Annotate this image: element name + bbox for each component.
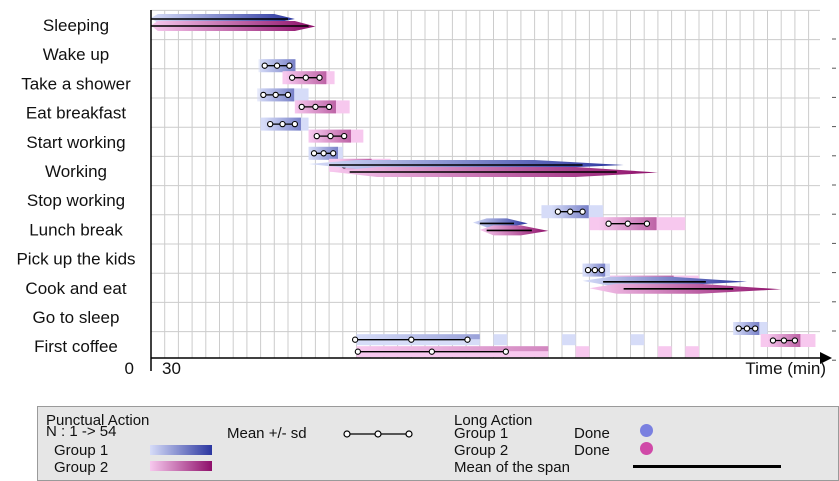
first-coffee-g1-sd-point	[464, 336, 471, 343]
eat-breakfast-g1-sd-point	[267, 120, 274, 128]
eat-breakfast-g1-sd-point	[291, 120, 298, 128]
first-coffee-g2-sd-point	[354, 348, 362, 355]
legend-done-dot-1	[640, 424, 653, 437]
stop-working-g2-sd-point	[605, 220, 612, 227]
first-coffee-g2-block	[657, 346, 672, 358]
legend-long-group1: Group 1	[454, 425, 509, 442]
wake-up-g2-sd-point	[316, 74, 323, 81]
first-coffee-g1-sd-point	[351, 336, 359, 343]
label-lunch-break: Lunch break	[29, 220, 123, 239]
eat-breakfast-g1-mean-point	[279, 120, 286, 128]
go-to-sleep-g2-mean-point	[780, 337, 788, 344]
eat-breakfast-g2-mean-point	[327, 132, 334, 140]
legend-long-group2: Group 2	[454, 442, 509, 459]
label-eat-breakfast: Eat breakfast	[26, 104, 126, 123]
legend-done-1: Done	[574, 425, 610, 442]
stop-working-g1-sd-point	[579, 208, 586, 215]
x-tick-label: 30	[162, 359, 181, 378]
legend-group2-swatch	[150, 461, 212, 471]
start-working-g1-mean-point	[320, 150, 327, 157]
take-a-shower-g2-mean-point	[312, 103, 319, 111]
legend-punctual-title: Punctual Action	[46, 412, 150, 429]
axes: 0 30 Time (min)	[125, 10, 832, 378]
pick-up-the-kids-g1-sd-point	[598, 266, 605, 274]
wake-up-g1-mean-point	[273, 62, 281, 69]
first-coffee-g1-block	[493, 334, 508, 346]
label-cook-and-eat: Cook and eat	[25, 279, 126, 298]
label-start-working: Start working	[26, 133, 125, 152]
legend-punctual-group2: Group 2	[54, 459, 109, 476]
legend-done-dot-2	[640, 442, 653, 455]
chart-marks	[151, 14, 816, 358]
label-first-coffee: First coffee	[34, 337, 118, 356]
stop-working-g1-sd-point	[554, 208, 562, 215]
go-to-sleep-g2-sd-point	[769, 337, 777, 344]
label-working: Working	[45, 162, 107, 181]
grid-lines	[151, 9, 836, 361]
legend-mean-span: Mean of the span	[454, 459, 570, 476]
label-wake-up: Wake up	[43, 45, 109, 64]
wake-up-g2-sd-point	[288, 74, 296, 81]
go-to-sleep-g2-sd-point	[791, 337, 799, 344]
x-axis-arrow	[820, 352, 832, 364]
take-a-shower-g1-sd-point	[284, 91, 292, 99]
first-coffee-g2-density	[356, 346, 549, 352]
pick-up-the-kids-g1-mean-point	[591, 266, 599, 274]
label-go-to-sleep: Go to sleep	[33, 308, 120, 327]
label-pick-up-the-kids: Pick up the kids	[16, 250, 135, 269]
take-a-shower-g1-mean-point	[272, 91, 279, 99]
label-stop-working: Stop working	[27, 191, 125, 210]
legend-mean-sd: Mean +/- sd	[227, 425, 307, 442]
stop-working-g2-sd-point	[643, 220, 651, 227]
go-to-sleep-g1-mean-point	[743, 325, 751, 332]
wake-up-g2-mean-point	[302, 74, 309, 81]
first-coffee-g2-mean-point	[428, 348, 435, 355]
x-origin-label: 0	[125, 359, 134, 378]
take-a-shower-g2-sd-point	[325, 103, 333, 111]
first-coffee-g1-mean-point	[408, 336, 415, 343]
go-to-sleep-g1-sd-point	[735, 325, 742, 332]
legend-long-title: Long Action	[454, 412, 533, 429]
label-sleeping: Sleeping	[43, 16, 109, 35]
legend-done-2: Done	[574, 442, 610, 459]
go-to-sleep-g1-sd-point	[752, 325, 759, 332]
eat-breakfast-g2-sd-point	[341, 132, 348, 140]
take-a-shower-g1-sd-point	[260, 91, 267, 99]
legend-punctual-group1: Group 1	[54, 442, 109, 459]
stop-working-g1-mean-point	[567, 208, 574, 215]
take-a-shower-g2-sd-point	[298, 103, 305, 111]
first-coffee-g2-block	[575, 346, 590, 358]
wake-up-g1-sd-point	[261, 62, 268, 69]
legend-punctual-n: N : 1 -> 54	[46, 423, 117, 440]
x-axis-label: Time (min)	[745, 359, 826, 378]
first-coffee-g1-density	[356, 334, 480, 340]
activity-labels: Sleeping Wake up Take a shower Eat breakfas…	[16, 16, 135, 356]
first-coffee-g2-block	[685, 346, 699, 358]
legend-mean-span-line	[633, 465, 781, 468]
start-working-g1-sd-point	[330, 150, 337, 157]
stop-working-g2-mean-point	[624, 220, 631, 227]
eat-breakfast-g2-sd-point	[313, 132, 320, 140]
legend: Punctual Action N : 1 -> 54 Group 1 Grou…	[37, 406, 839, 481]
pick-up-the-kids-g1-sd-point	[584, 266, 592, 274]
label-take-a-shower: Take a shower	[21, 74, 131, 93]
start-working-g1-sd-point	[310, 150, 318, 157]
first-coffee-g1-block	[562, 334, 576, 346]
first-coffee-g1-block	[630, 334, 645, 346]
first-coffee-g2-sd-point	[502, 348, 509, 355]
legend-group1-swatch	[150, 445, 212, 455]
wake-up-g1-sd-point	[286, 62, 293, 69]
legend-mean-sd-symbol	[343, 430, 413, 438]
timeline-chart: 0 30 Time (min) Sleeping Wake up Take a show…	[16, 9, 836, 378]
